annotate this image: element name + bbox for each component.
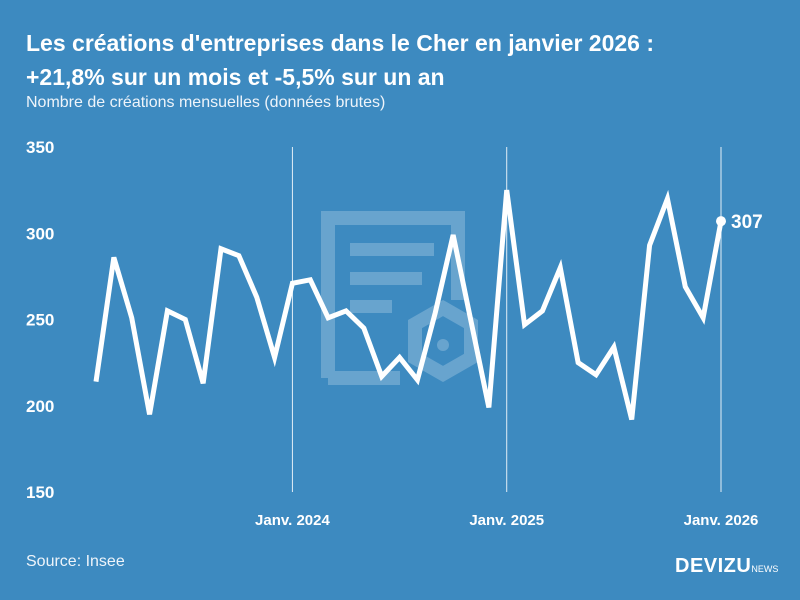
series-line	[93, 189, 724, 421]
logo-sub: NEWS	[751, 564, 779, 574]
y-tick-label: 200	[26, 397, 54, 416]
devizu-logo: DEVIZUNEWS	[675, 555, 778, 578]
chart-title: Les créations d'entreprises dans le Cher…	[26, 26, 786, 94]
x-tick-label: Janv. 2025	[469, 512, 544, 529]
y-tick-label: 350	[26, 138, 54, 157]
y-tick-label: 150	[26, 483, 54, 502]
source-note: Source: Insee	[26, 553, 125, 570]
title-line-2: +21,8% sur un mois et -5,5% sur un an	[26, 64, 445, 90]
y-tick-label: 300	[26, 224, 54, 243]
data-point	[716, 216, 726, 227]
x-tick-label: Janv. 2026	[684, 512, 759, 529]
logo-main: DEVIZU	[675, 555, 752, 577]
x-tick-label: Janv. 2024	[255, 512, 330, 529]
y-tick-label: 250	[26, 311, 54, 330]
chart-subtitle: Nombre de créations mensuelles (données …	[26, 94, 386, 111]
title-line-1: Les créations d'entreprises dans le Cher…	[26, 30, 655, 56]
last-value-label: 307	[731, 212, 763, 233]
